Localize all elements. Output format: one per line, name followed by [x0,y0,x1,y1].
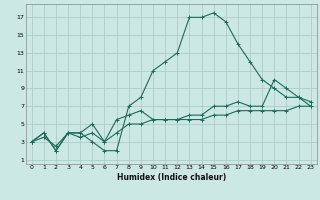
X-axis label: Humidex (Indice chaleur): Humidex (Indice chaleur) [116,173,226,182]
